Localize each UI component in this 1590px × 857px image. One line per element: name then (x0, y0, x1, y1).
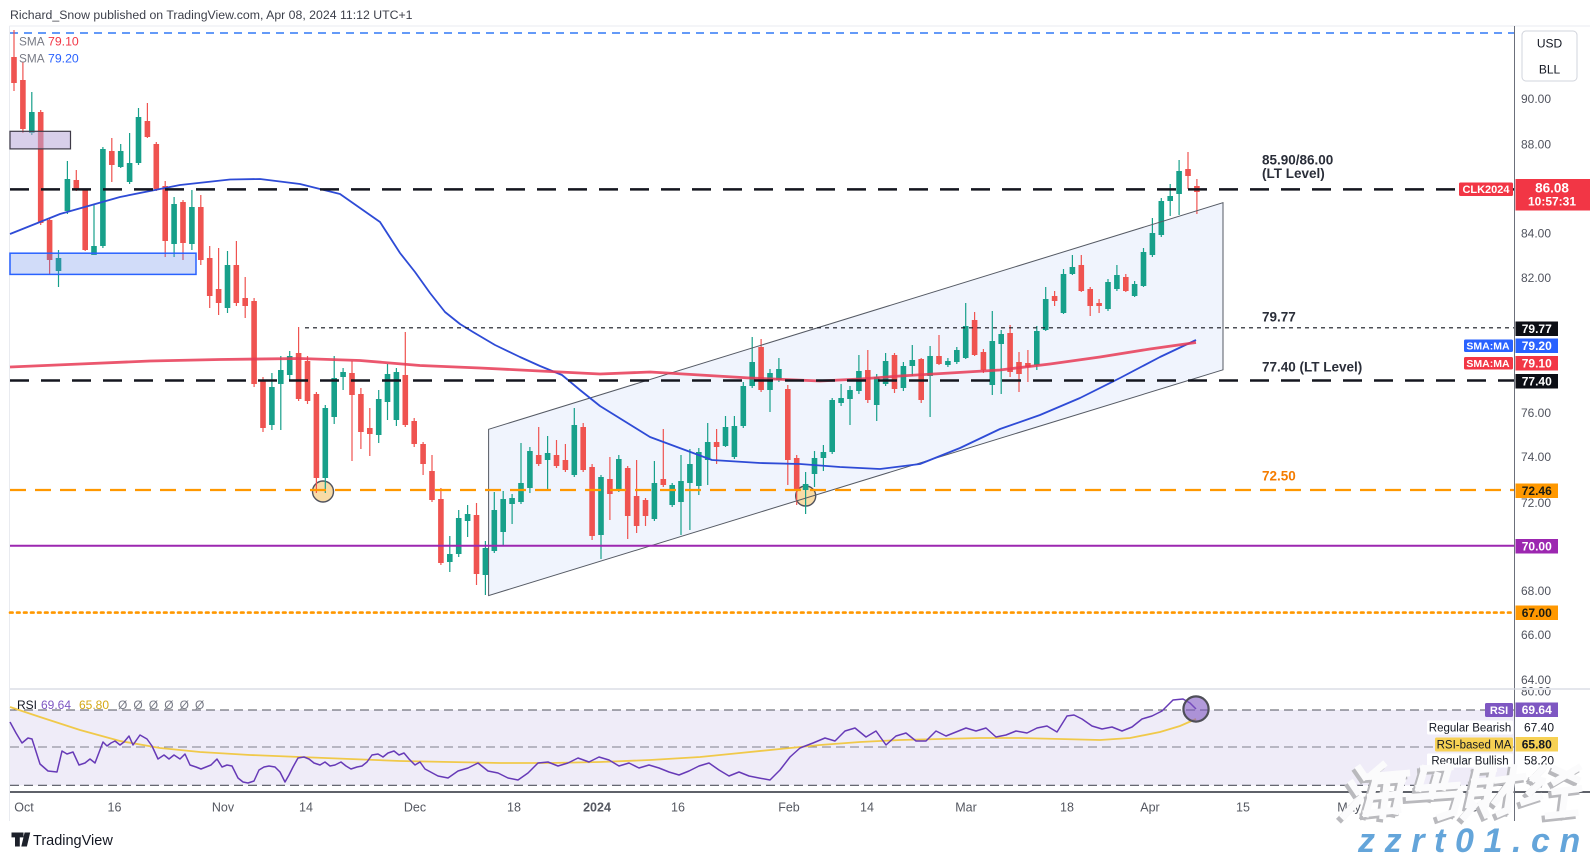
svg-text:Oct: Oct (14, 801, 34, 815)
svg-text:79.10: 79.10 (48, 35, 79, 49)
svg-text:Feb: Feb (778, 801, 800, 815)
svg-text:Regular Bearish: Regular Bearish (1429, 722, 1511, 734)
svg-text:Dec: Dec (404, 801, 426, 815)
svg-text:SMA:MA: SMA:MA (1466, 358, 1510, 370)
svg-text:84.00: 84.00 (1521, 227, 1551, 241)
svg-text:Ø: Ø (149, 698, 158, 712)
svg-text:(LT Level): (LT Level) (1262, 166, 1325, 181)
svg-text:RSI-based MA: RSI-based MA (1437, 739, 1512, 751)
svg-text:69.64: 69.64 (1522, 703, 1552, 717)
svg-text:Nov: Nov (212, 801, 235, 815)
svg-text:80.00: 80.00 (1521, 685, 1551, 699)
svg-text:67.40: 67.40 (1524, 721, 1554, 735)
svg-text:Ø: Ø (195, 698, 204, 712)
svg-text:zzrt01.cn: zzrt01.cn (1357, 822, 1590, 857)
svg-text:Ø: Ø (164, 698, 173, 712)
svg-text:66.00: 66.00 (1521, 628, 1551, 642)
svg-text:72.00: 72.00 (1521, 496, 1551, 510)
svg-text:14: 14 (299, 801, 313, 815)
svg-text:72.50: 72.50 (1262, 469, 1296, 484)
svg-text:SMA:MA: SMA:MA (1466, 341, 1510, 353)
svg-text:70.00: 70.00 (1522, 539, 1552, 553)
svg-text:64.00: 64.00 (1521, 673, 1551, 687)
svg-text:Ø: Ø (133, 698, 142, 712)
svg-text:SMA: SMA (19, 52, 45, 66)
svg-text:18: 18 (507, 801, 521, 815)
svg-text:CLK2024: CLK2024 (1462, 184, 1510, 196)
svg-text:69.64: 69.64 (41, 698, 71, 712)
svg-text:79.10: 79.10 (1522, 356, 1552, 370)
svg-text:79.20: 79.20 (48, 52, 79, 66)
svg-text:TradingView: TradingView (33, 833, 113, 849)
svg-text:2024: 2024 (583, 801, 611, 815)
svg-text:90.00: 90.00 (1521, 92, 1551, 106)
svg-text:Ø: Ø (180, 698, 189, 712)
svg-text:18: 18 (1060, 801, 1074, 815)
svg-text:14: 14 (860, 801, 874, 815)
svg-text:65.80: 65.80 (1522, 737, 1552, 751)
svg-text:16: 16 (671, 801, 685, 815)
svg-text:85.90/86.00: 85.90/86.00 (1262, 153, 1333, 168)
svg-text:86.08: 86.08 (1535, 181, 1569, 196)
svg-text:Apr: Apr (1140, 801, 1159, 815)
svg-text:79.77: 79.77 (1522, 322, 1552, 336)
svg-text:zzrt01.cn: zzrt01.cn (1354, 824, 1587, 857)
svg-text:65.80: 65.80 (79, 698, 109, 712)
svg-text:82.00: 82.00 (1521, 271, 1551, 285)
svg-text:BLL: BLL (1539, 63, 1561, 77)
svg-text:79.20: 79.20 (1522, 339, 1552, 353)
svg-text:77.40: 77.40 (1522, 374, 1552, 388)
svg-text:Ø: Ø (118, 698, 127, 712)
svg-text:RSI: RSI (1490, 705, 1508, 717)
svg-text:79.77: 79.77 (1262, 310, 1296, 325)
svg-text:Mar: Mar (955, 801, 977, 815)
svg-text:SMA: SMA (19, 35, 45, 49)
svg-text:68.00: 68.00 (1521, 584, 1551, 598)
svg-text:USD: USD (1537, 37, 1563, 51)
svg-text:72.46: 72.46 (1522, 484, 1552, 498)
svg-text:76.00: 76.00 (1521, 406, 1551, 420)
svg-text:RSI: RSI (17, 698, 37, 712)
svg-text:58.20: 58.20 (1524, 754, 1554, 768)
svg-text:88.00: 88.00 (1521, 138, 1551, 152)
svg-text:67.00: 67.00 (1522, 606, 1552, 620)
svg-text:Richard_Snow published on Trad: Richard_Snow published on TradingView.co… (10, 8, 413, 22)
svg-text:74.00: 74.00 (1521, 450, 1551, 464)
svg-text:15: 15 (1236, 801, 1250, 815)
svg-text:10:57:31: 10:57:31 (1528, 195, 1576, 209)
svg-text:16: 16 (108, 801, 122, 815)
svg-text:77.40 (LT Level): 77.40 (LT Level) (1262, 360, 1362, 375)
